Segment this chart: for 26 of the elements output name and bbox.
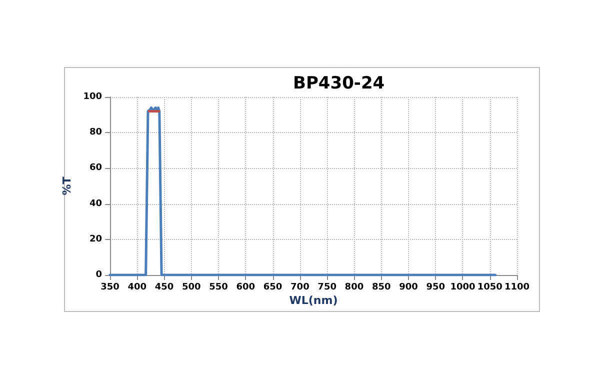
- x-tick-label: 1000: [450, 282, 476, 292]
- y-tick-label: 100: [83, 92, 102, 102]
- x-tick-label: 400: [128, 282, 147, 292]
- x-tick-label: 450: [154, 282, 174, 292]
- x-tick-label: 650: [263, 282, 282, 292]
- x-axis-title: WL(nm): [289, 294, 338, 307]
- x-tick-label: 700: [290, 282, 310, 292]
- x-tick-label: 550: [209, 282, 228, 292]
- y-tick-label: 80: [89, 128, 102, 138]
- x-tick-label: 600: [236, 282, 256, 292]
- x-tick-label: 350: [100, 282, 120, 292]
- y-tick-label: 60: [89, 163, 102, 174]
- x-tick-label: 1100: [504, 282, 530, 292]
- line-series: [108, 106, 497, 276]
- y-tick-label: 0: [96, 270, 102, 280]
- y-tick-label: 40: [89, 198, 102, 209]
- x-tick-label: 800: [344, 282, 364, 292]
- x-tick-label: 750: [318, 282, 336, 292]
- x-tick-label: 500: [182, 282, 201, 292]
- x-tick-label: 850: [372, 282, 391, 292]
- x-tick-label: 950: [426, 282, 445, 292]
- x-tick-label: 1050: [477, 282, 502, 292]
- chart-title: BP430-24: [293, 74, 385, 94]
- y-tick-label: 20: [89, 234, 102, 244]
- x-tick-label: 900: [399, 282, 418, 292]
- y-axis-title: %T: [60, 176, 74, 196]
